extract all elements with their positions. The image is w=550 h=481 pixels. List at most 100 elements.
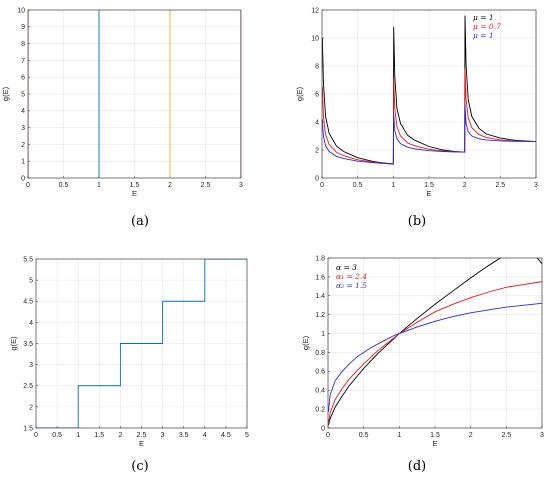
y-tick-label: 1.8 (315, 255, 325, 262)
x-axis-label: E (432, 439, 437, 448)
x-tick-label: 3 (161, 432, 165, 439)
x-tick-label: 0 (34, 432, 38, 439)
series-line-3 (322, 105, 536, 165)
x-tick-label: 0 (326, 432, 330, 439)
panel-label-b: (b) (408, 214, 426, 229)
y-tick-label: 1.2 (315, 312, 325, 319)
x-tick-label: 5 (245, 432, 249, 439)
x-tick-label: 2.5 (201, 182, 211, 189)
axes-box (321, 9, 537, 179)
y-tick-label: 0 (321, 425, 325, 432)
x-axis-label: E (139, 439, 144, 448)
y-tick-label: 2 (21, 142, 25, 149)
y-tick-label: 3 (29, 362, 33, 369)
x-tick-label: 3 (534, 182, 538, 189)
y-tick-label: 0 (315, 175, 319, 182)
series-line-3 (328, 302, 542, 412)
x-tick-label: 1 (76, 432, 80, 439)
y-tick-label: 2 (315, 147, 319, 154)
x-tick-label: 1.5 (430, 432, 440, 439)
y-tick-label: 0.6 (315, 369, 325, 376)
y-tick-label: 10 (17, 7, 25, 14)
y-axis-label: g(E) (1, 86, 10, 101)
y-tick-label: 1 (321, 331, 325, 338)
x-tick-label: 2 (118, 432, 122, 439)
axes-box (27, 9, 242, 179)
axes-box (327, 257, 543, 429)
series-line-2 (328, 281, 542, 424)
y-tick-label: 12 (311, 7, 319, 14)
y-tick-label: 2 (29, 404, 33, 411)
y-tick-label: 5 (29, 278, 33, 285)
series-line-1 (322, 15, 536, 165)
y-tick-label: 6 (315, 91, 319, 98)
series-line-1 (36, 259, 247, 428)
x-tick-label: 0.5 (52, 432, 62, 439)
x-tick-label: 2 (469, 432, 473, 439)
y-tick-label: 4.5 (23, 299, 33, 306)
chart-4: 0 0.5 1 1.5 2 2.5 3 0 0.2 0.4 0.6 0.8 1 1.2 1.4 1.6 1.8 E… (301, 255, 544, 448)
x-tick-label: 2 (463, 182, 467, 189)
y-tick-label: 0.8 (315, 350, 325, 357)
y-tick-label: 0.4 (315, 388, 325, 395)
x-tick-label: 2 (168, 182, 172, 189)
axes-box (35, 258, 248, 429)
y-axis-label: g(E) (295, 86, 304, 101)
x-tick-label: 2.5 (137, 432, 147, 439)
legend-entry: μ = 0.7 (473, 22, 501, 31)
y-tick-label: 7 (21, 58, 25, 65)
legend-entry: α₁ = 2.4 (336, 272, 367, 281)
x-tick-label: 0 (26, 182, 30, 189)
chart-3: 0 0.5 1 1.5 2 2.5 3 3.5 4 4.5 5 1.5 2 2.5 3 3.5 4 4.5 5 5.5… (9, 256, 249, 448)
y-tick-label: 8 (315, 63, 319, 70)
y-tick-label: 0.2 (315, 407, 325, 414)
panel-label-c: (c) (131, 459, 148, 474)
legend-entry: μ = 1 (473, 13, 494, 22)
x-tick-label: 0.5 (359, 432, 369, 439)
y-tick-label: 1.4 (315, 293, 325, 300)
y-tick-label: 4 (21, 108, 25, 115)
x-tick-label: 1 (97, 182, 101, 189)
series-line-2 (322, 68, 536, 165)
x-tick-label: 1.5 (130, 182, 140, 189)
legend-entry: α = 3 (336, 263, 357, 272)
x-axis-label: E (426, 189, 431, 198)
x-tick-label: 0.5 (353, 182, 363, 189)
legend-entry: μ = 1 (473, 31, 494, 40)
panel-label-a: (a) (131, 214, 149, 229)
chart-2: 0 0.5 1 1.5 2 2.5 3 0 2 4 6 8 10 12 Eg(E) μ = 1μ = 0.7μ… (295, 7, 538, 198)
y-tick-label: 5 (21, 91, 25, 98)
y-tick-label: 8 (21, 41, 25, 48)
y-axis-label: g(E) (9, 336, 18, 351)
y-tick-label: 1 (21, 159, 25, 166)
x-tick-label: 4.5 (221, 432, 231, 439)
y-tick-label: 6 (21, 75, 25, 82)
y-tick-label: 1.5 (23, 425, 33, 432)
y-tick-label: 0 (21, 175, 25, 182)
x-tick-label: 2.5 (495, 182, 505, 189)
y-tick-label: 1.6 (315, 274, 325, 281)
x-tick-label: 0.5 (59, 182, 69, 189)
chart-1: 0 0.5 1 1.5 2 2.5 3 0 1 2 3 4 5 6 7 8 9 10 Eg(E) (1, 7, 243, 198)
y-tick-label: 3 (21, 125, 25, 132)
y-axis-label: g(E) (301, 335, 310, 350)
x-tick-label: 1.5 (94, 432, 104, 439)
y-tick-label: 2.5 (23, 383, 33, 390)
x-tick-label: 3 (540, 432, 544, 439)
panel-label-d: (d) (408, 459, 426, 474)
y-tick-label: 9 (21, 24, 25, 31)
x-tick-label: 1.5 (424, 182, 434, 189)
y-tick-label: 10 (311, 35, 319, 42)
y-tick-label: 4 (29, 320, 33, 327)
x-tick-label: 1 (397, 432, 401, 439)
x-tick-label: 4 (203, 432, 207, 439)
x-tick-label: 3.5 (179, 432, 189, 439)
y-tick-label: 4 (315, 119, 319, 126)
y-tick-label: 5.5 (23, 256, 33, 263)
x-tick-label: 3 (239, 182, 243, 189)
y-tick-label: 3.5 (23, 341, 33, 348)
x-axis-label: E (132, 189, 137, 198)
x-tick-label: 2.5 (501, 432, 511, 439)
x-tick-label: 1 (391, 182, 395, 189)
